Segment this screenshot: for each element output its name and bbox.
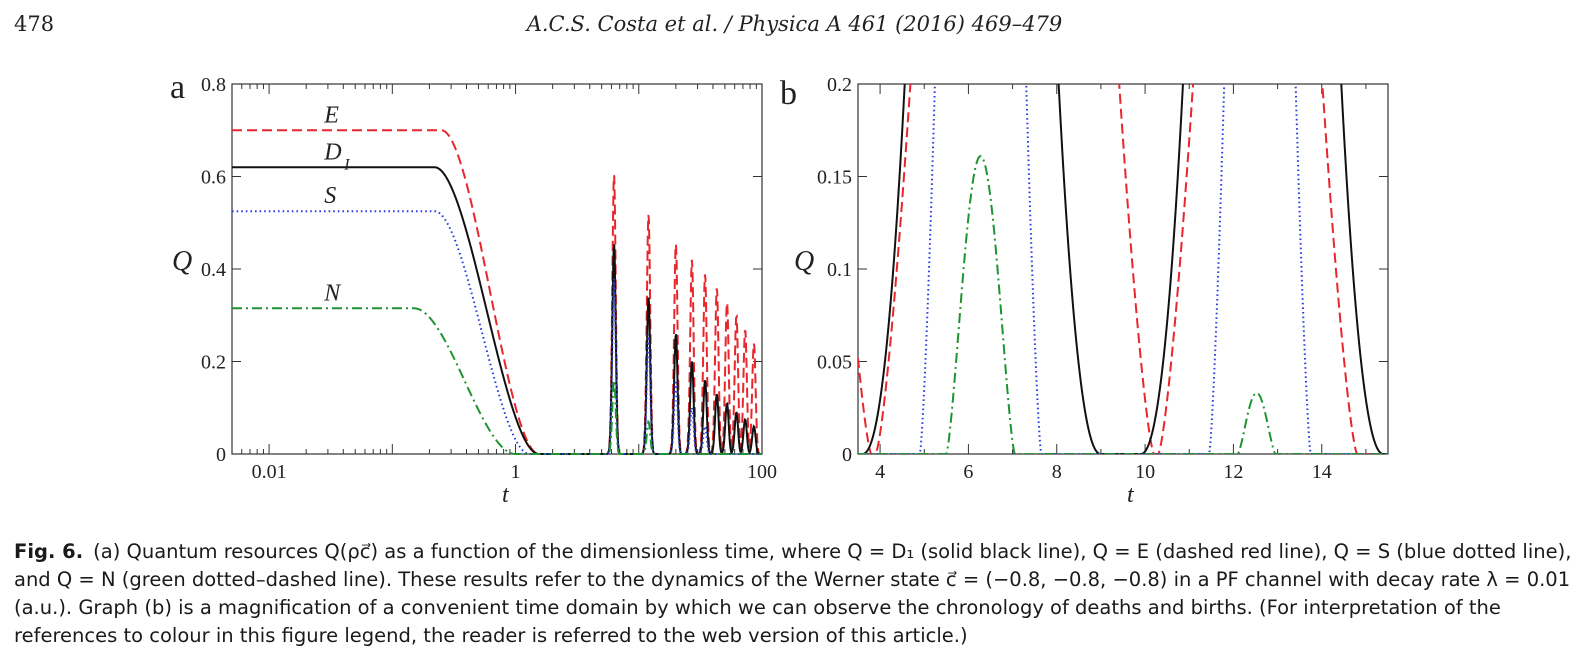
panel-a: a 0 0.2 0.4 0.6 0.8 0.01 1 100 ED IS N Q t [170,69,777,508]
panel-a-curve-labels: ED IS N [323,102,350,306]
panel-a-curve-label: E [323,102,339,128]
panel-b-xtick-label: 6 [963,461,973,483]
panel-a-xtick-label: 0.01 [252,461,287,483]
panel-b-series-E [858,84,1388,454]
panel-a-series-N [232,307,762,455]
panel-b: b 0 0.05 0.1 0.15 0.2 4 6 8 10 12 14 Q t [780,74,1389,508]
panel-b-ytick-label: 0 [842,444,852,466]
panel-a-curve-label: D [323,139,341,165]
panel-a-curve-label-subscript: I [343,156,350,173]
caption-text: (a) Quantum resources Q(ρc⃗) as a functi… [14,540,1572,647]
caption-label: Fig. 6. [14,540,84,563]
panel-b-xtick-label: 12 [1223,461,1243,483]
panel-a-ytick-label: 0.6 [201,167,226,189]
page-number: 478 [14,12,55,36]
panel-a-xtick-label: 1 [511,461,521,483]
panel-b-ytick-label: 0.1 [827,259,852,281]
panel-a-ytick-label: 0.2 [201,352,226,374]
panel-b-series-S [858,84,1388,454]
panel-a-curve-label: N [323,280,342,306]
panel-a-plot-frame [231,83,763,455]
panel-b-ylabel: Q [794,246,814,277]
running-head: A.C.S. Costa et al. / Physica A 461 (201… [526,12,1063,36]
panel-b-xtick-label: 10 [1135,461,1155,483]
figure-caption: Fig. 6. (a) Quantum resources Q(ρc⃗) as a… [14,538,1574,650]
panel-a-ticks: 0 0.2 0.4 0.6 0.8 0.01 1 100 [201,74,777,483]
panel-a-series-S [232,210,762,455]
panel-b-curve-area [858,84,1388,454]
panel-a-xtick-label: 100 [747,461,777,483]
panel-b-series-N [858,155,1388,454]
panel-b-xtick-label: 8 [1052,461,1062,483]
panel-b-xtick-label: 4 [875,461,885,483]
panel-a-curve-label: S [324,183,336,209]
panel-b-ytick-label: 0.15 [817,167,852,189]
panel-a-ytick-label: 0.8 [201,74,226,96]
panel-b-xlabel: t [1127,482,1135,508]
panel-b-ytick-label: 0.2 [827,74,852,96]
panel-a-ylabel: Q [172,246,192,277]
panel-b-xtick-label: 14 [1312,461,1332,483]
panel-b-curves [858,84,1388,454]
panel-a-letter: a [170,69,185,106]
panel-b-ticks: 0 0.05 0.1 0.15 0.2 4 6 8 10 12 14 [817,74,1388,483]
panel-b-series-D1 [858,84,1388,454]
panel-a-xlabel: t [502,482,510,508]
panel-a-series-E [232,129,762,456]
panel-a-curves [232,129,762,456]
panel-a-ytick-label: 0.4 [201,259,226,281]
panel-b-letter: b [780,75,797,112]
figure-6: a 0 0.2 0.4 0.6 0.8 0.01 1 100 ED IS N Q t b 0 0.0… [170,69,1389,508]
panel-a-ytick-label: 0 [216,444,226,466]
panel-b-ytick-label: 0.05 [817,352,852,374]
